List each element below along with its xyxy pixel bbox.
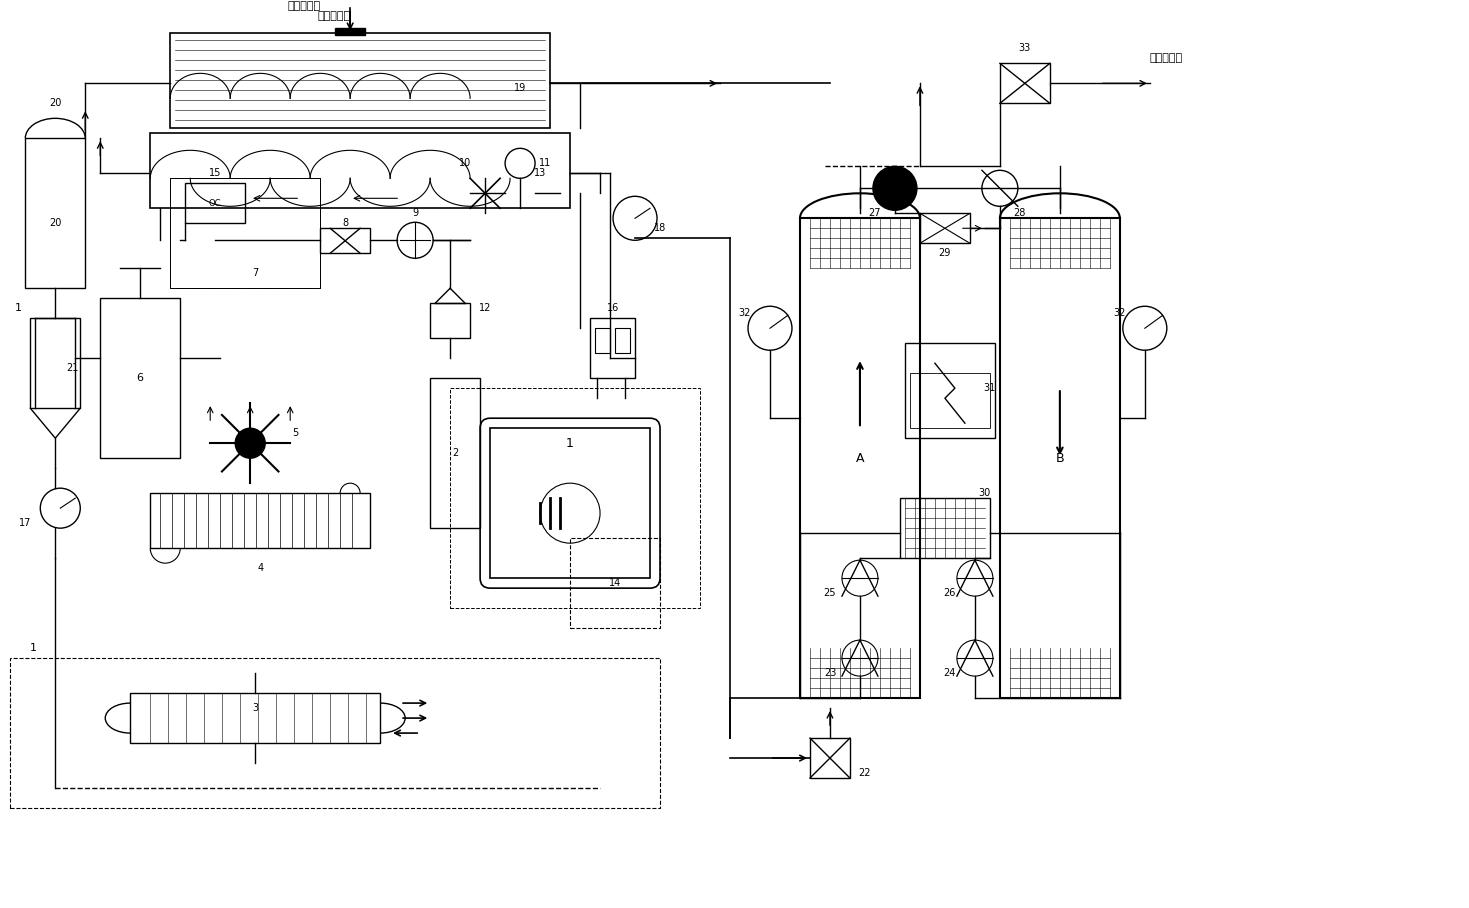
Text: 1: 1: [15, 303, 22, 313]
Bar: [131, 693, 380, 743]
Bar: [1000, 64, 1050, 104]
Bar: [10, 658, 660, 808]
Bar: [25, 138, 85, 288]
Text: 15: 15: [209, 168, 222, 178]
Bar: [801, 218, 920, 698]
Text: 14: 14: [610, 578, 621, 588]
Bar: [430, 303, 470, 339]
Text: 27: 27: [868, 208, 881, 218]
Text: A: A: [856, 451, 864, 465]
Text: 18: 18: [654, 223, 665, 233]
Bar: [170, 178, 320, 288]
Text: 12: 12: [479, 303, 491, 313]
Text: 6: 6: [137, 373, 144, 383]
Bar: [150, 493, 370, 548]
Bar: [920, 213, 970, 243]
Text: 17: 17: [19, 518, 31, 528]
Text: 32: 32: [739, 308, 751, 318]
Text: 1: 1: [31, 643, 37, 653]
Circle shape: [235, 429, 266, 459]
Bar: [335, 28, 366, 35]
Text: 湿空气入口: 湿空气入口: [317, 12, 350, 22]
Text: 湿空气入口: 湿空气入口: [286, 2, 320, 12]
Text: 28: 28: [1014, 208, 1025, 218]
Text: 16: 16: [607, 303, 618, 313]
Text: 22: 22: [859, 768, 871, 778]
Text: 23: 23: [824, 668, 836, 678]
Bar: [170, 178, 320, 288]
Text: 26: 26: [943, 588, 956, 598]
Text: 4: 4: [257, 563, 263, 573]
Text: 20: 20: [48, 218, 62, 228]
Text: 24: 24: [943, 668, 956, 678]
Bar: [591, 318, 635, 379]
Text: 1: 1: [566, 437, 574, 449]
Bar: [170, 34, 549, 128]
Bar: [1000, 218, 1119, 698]
Text: 25: 25: [824, 588, 836, 598]
Text: 3: 3: [253, 703, 259, 713]
Bar: [150, 133, 570, 208]
Text: 20: 20: [48, 98, 62, 108]
Bar: [31, 318, 81, 409]
Text: B: B: [1056, 451, 1064, 465]
Bar: [905, 343, 995, 439]
Bar: [909, 373, 990, 429]
Text: 32: 32: [1114, 308, 1127, 318]
Bar: [595, 329, 610, 353]
Text: 21: 21: [66, 363, 78, 373]
Text: 29: 29: [939, 248, 950, 258]
Text: 9: 9: [413, 208, 419, 218]
Text: 5: 5: [292, 429, 298, 439]
Bar: [616, 329, 630, 353]
Text: 10: 10: [458, 158, 472, 168]
Text: 33: 33: [1019, 44, 1031, 54]
Bar: [491, 429, 651, 578]
Text: 8: 8: [342, 218, 348, 228]
Text: 11: 11: [539, 158, 551, 168]
Bar: [320, 228, 370, 253]
Text: OC: OC: [209, 199, 222, 208]
Bar: [450, 389, 701, 608]
Bar: [900, 498, 990, 558]
Bar: [100, 298, 181, 459]
Bar: [570, 538, 660, 628]
Text: 7: 7: [253, 268, 259, 278]
Text: 干空气出口: 干空气出口: [1150, 54, 1183, 64]
Bar: [809, 738, 851, 778]
Bar: [185, 183, 245, 223]
Text: 2: 2: [452, 449, 458, 459]
Text: 19: 19: [514, 84, 526, 94]
Circle shape: [873, 166, 917, 211]
Text: 30: 30: [978, 489, 992, 498]
Bar: [430, 379, 480, 528]
Text: 31: 31: [984, 383, 996, 393]
Text: 13: 13: [533, 168, 546, 178]
